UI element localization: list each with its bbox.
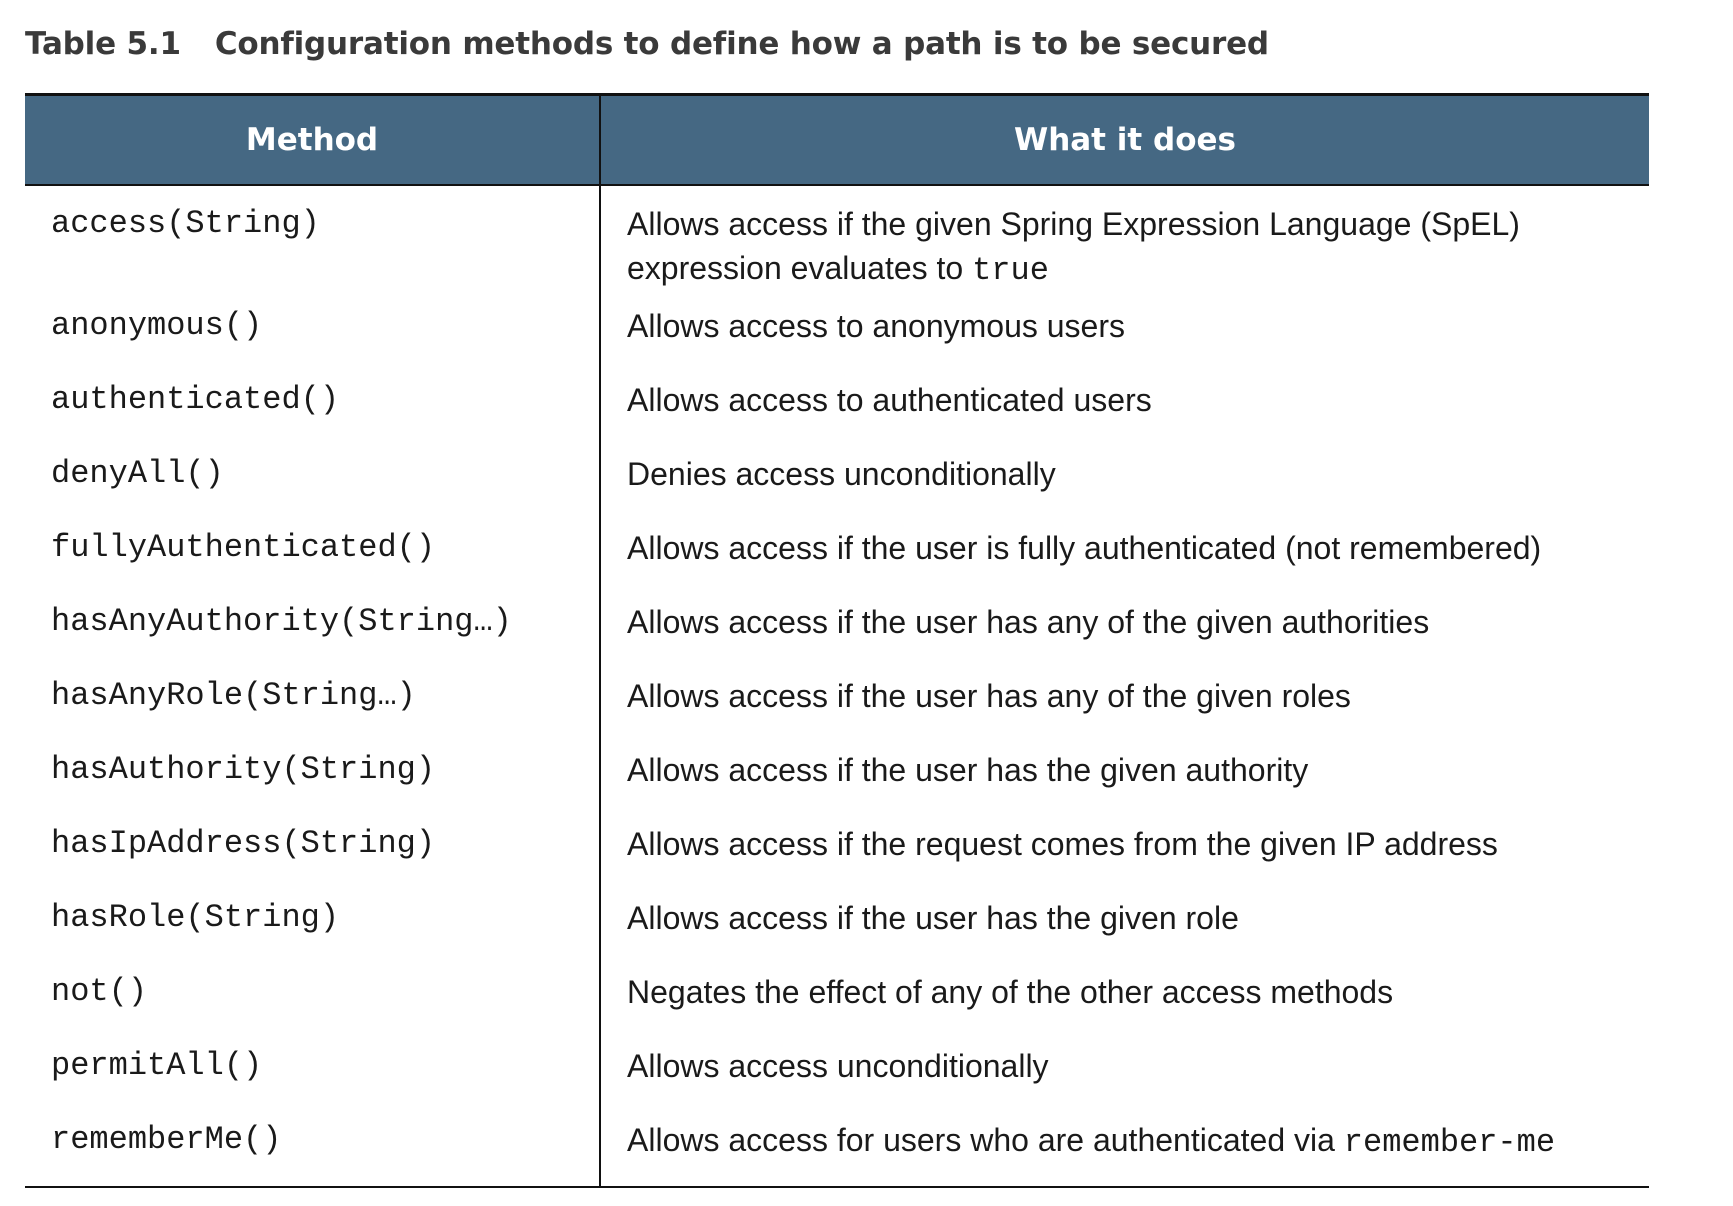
header-method: Method (25, 96, 601, 184)
method-cell: authenticated() (51, 381, 340, 418)
table-row: access(String) Allows access if the give… (25, 186, 1649, 298)
description-cell: Allows access to anonymous users (627, 308, 1125, 344)
table-header-row: Method What it does (25, 96, 1649, 186)
table-caption: Table 5.1 Configuration methods to define… (25, 26, 1269, 62)
methods-table: Method What it does access(String) Allow… (25, 93, 1649, 1188)
method-cell: anonymous() (51, 307, 263, 344)
method-cell: permitAll() (51, 1047, 263, 1084)
description-line: Allows access if the given Spring Expres… (627, 206, 1520, 242)
method-cell: access(String) (51, 205, 320, 242)
table-title: Configuration methods to define how a pa… (214, 26, 1269, 62)
description-cell: Allows access if the given Spring Expres… (599, 202, 1649, 293)
method-cell: hasAuthority(String) (51, 751, 436, 788)
table-row: denyAll() Denies access unconditionally (25, 446, 1649, 520)
table-row: permitAll() Allows access unconditionall… (25, 1038, 1649, 1112)
method-cell: hasAnyAuthority(String…) (51, 603, 512, 640)
method-cell: denyAll() (51, 455, 224, 492)
description-cell: Allows access unconditionally (627, 1048, 1049, 1084)
table-row: hasRole(String) Allows access if the use… (25, 890, 1649, 964)
table-number: Table 5.1 (25, 26, 181, 62)
description-cell: Negates the effect of any of the other a… (627, 974, 1394, 1010)
description-cell: Allows access if the user has any of the… (627, 678, 1351, 714)
method-cell: hasIpAddress(String) (51, 825, 436, 862)
method-cell: not() (51, 973, 148, 1010)
table-row: hasAuthority(String) Allows access if th… (25, 742, 1649, 816)
code-literal: remember-me (1343, 1124, 1556, 1161)
description-cell: Allows access if the user has the given … (627, 752, 1309, 788)
description-line: expression evaluates to true (627, 246, 1649, 293)
method-cell: hasRole(String) (51, 899, 340, 936)
description-cell: Allows access to authenticated users (627, 382, 1152, 418)
code-literal: true (972, 252, 1049, 289)
table-body: access(String) Allows access if the give… (25, 186, 1649, 1188)
table-row: hasAnyRole(String…) Allows access if the… (25, 668, 1649, 742)
table-row: anonymous() Allows access to anonymous u… (25, 298, 1649, 372)
table-row: not() Negates the effect of any of the o… (25, 964, 1649, 1038)
table-top-rule (25, 93, 1649, 96)
description-cell: Allows access if the user has the given … (627, 900, 1239, 936)
description-cell: Allows access for users who are authenti… (599, 1118, 1649, 1165)
description-cell: Allows access if the request comes from … (627, 826, 1498, 862)
description-text: expression evaluates to (627, 250, 973, 286)
table-row: hasAnyAuthority(String…) Allows access i… (25, 594, 1649, 668)
table-row: authenticated() Allows access to authent… (25, 372, 1649, 446)
description-cell: Allows access if the user is fully authe… (627, 530, 1542, 566)
method-cell: hasAnyRole(String…) (51, 677, 416, 714)
method-cell: fullyAuthenticated() (51, 529, 436, 566)
description-text: Allows access for users who are authenti… (627, 1122, 1344, 1158)
method-cell: rememberMe() (51, 1121, 282, 1158)
table-row: fullyAuthenticated() Allows access if th… (25, 520, 1649, 594)
table-row: hasIpAddress(String) Allows access if th… (25, 816, 1649, 890)
table-row: rememberMe() Allows access for users who… (25, 1112, 1649, 1186)
description-cell: Denies access unconditionally (627, 456, 1056, 492)
description-cell: Allows access if the user has any of the… (627, 604, 1430, 640)
header-what-it-does: What it does (1014, 122, 1236, 158)
